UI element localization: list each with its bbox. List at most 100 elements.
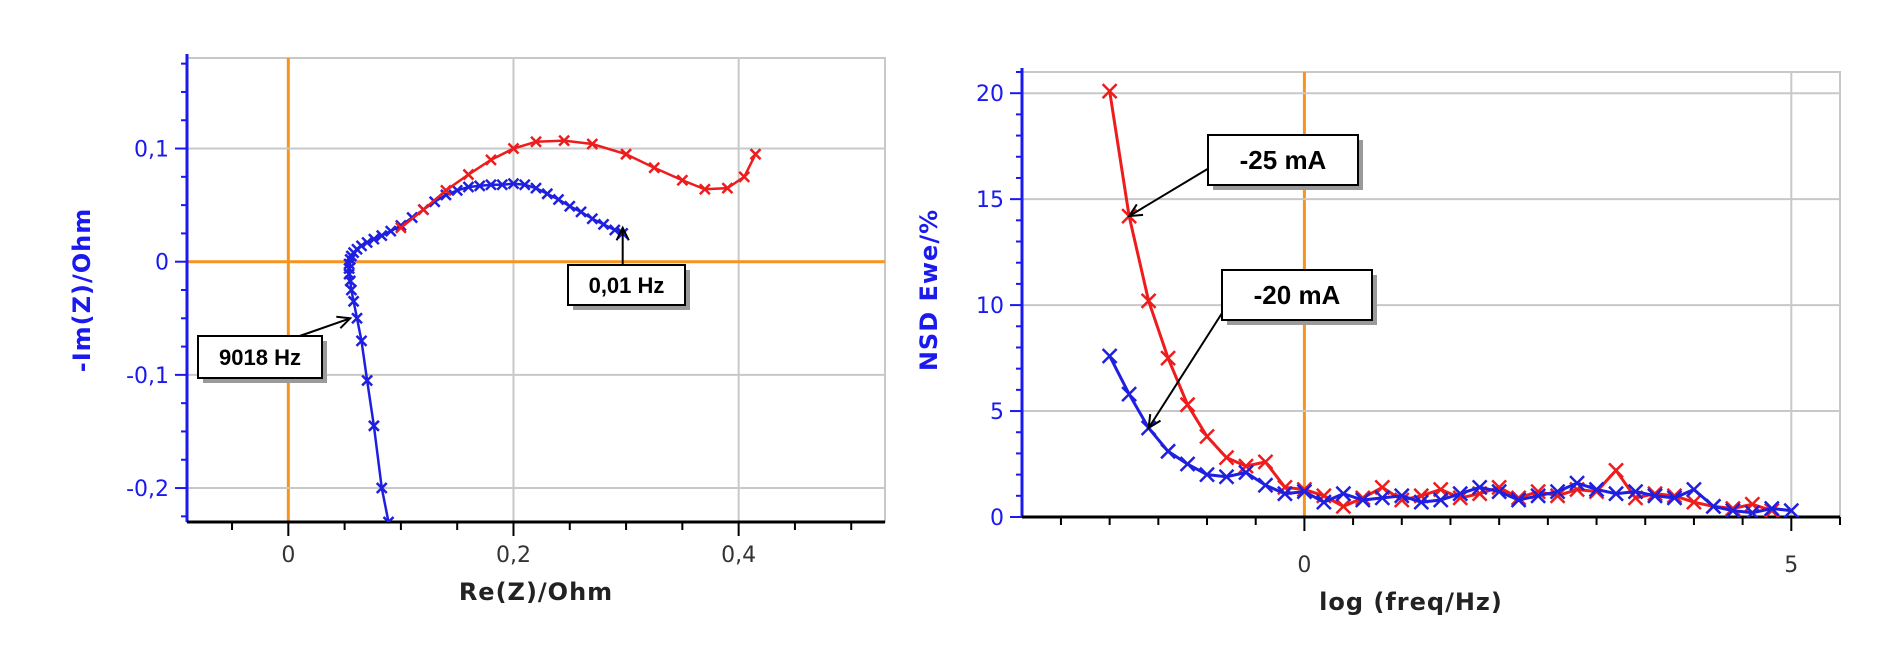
chart-1-series-1-point [361, 236, 374, 249]
chart-1-series-1-point [355, 335, 368, 347]
chart-2-series-1 [1101, 83, 1780, 517]
chart-1-series-1-point [345, 284, 358, 296]
chart-2-series-2-point [1452, 485, 1469, 502]
chart-2-series-2-point [1257, 477, 1274, 494]
chart-1-series-1-point [586, 212, 599, 225]
chart-1-callout-box [197, 335, 323, 379]
chart-2-callout-label: -20 mA [1254, 280, 1341, 310]
chart-2-callout-box [1221, 269, 1373, 321]
chart-1-series-1-point [575, 206, 587, 218]
chart-2-plot-frame [1021, 71, 1841, 518]
chart-2-series-2-point [1296, 483, 1313, 500]
chart-2-series-2-point [1393, 487, 1410, 504]
chart-2-series-1-point [1666, 487, 1683, 504]
chart-1-series-1-point [367, 419, 380, 432]
chart-2-series-2-point [1277, 485, 1293, 502]
chart-1-series-2-point [417, 203, 430, 216]
chart-2-series-2-point [1569, 475, 1585, 491]
chart-1-x-tick-label: 0 [281, 543, 295, 568]
chart-1-series-2-point [648, 161, 661, 174]
chart-1-series-1-point [518, 178, 531, 191]
chart-2-series-1-point [1686, 494, 1702, 511]
chart-1-y-tick-label: -0,2 [126, 477, 169, 502]
chart-2-callout-arrowhead [1147, 413, 1162, 430]
chart-2-series-2-point [1686, 481, 1702, 498]
chart-1-series-2-point [507, 142, 520, 155]
chart-2-series-1-point [1179, 396, 1196, 413]
chart-1-y-axis-title: -Im(Z)/Ohm [68, 208, 96, 373]
chart-2-series-2-point [1491, 483, 1508, 500]
chart-2-series-1-point [1608, 462, 1624, 479]
chart-1-callout-arrow [299, 317, 351, 337]
chart-1-series-2-point [738, 170, 751, 183]
chart-1-series-2-point [749, 148, 762, 161]
chart-2-series-2-point [1783, 502, 1800, 517]
chart-1-series-1-point [530, 182, 542, 195]
chart-2-series-1-point [1199, 428, 1215, 445]
chart-2-series-1-point [1101, 83, 1118, 99]
chart-1-series-1-point [375, 482, 388, 494]
chart-1-callout-arrowhead [336, 315, 353, 329]
chart-2-series-2-point [1335, 485, 1352, 502]
chart-1-series-1-point [552, 193, 565, 206]
chart-2-series-2 [1101, 348, 1800, 517]
chart-1-series-1-point [351, 312, 363, 325]
chart-1-series-1-point [355, 239, 368, 252]
chart-2-y-axis-title: NSD Ewe/% [915, 209, 943, 371]
chart-2-series-2-point [1588, 481, 1605, 498]
chart-2-series-1-point [1763, 502, 1780, 517]
chart-2-x-axis-title: log (freq/Hz) [1319, 588, 1503, 616]
chart-2-series-1-point [1218, 449, 1235, 466]
chart-2-series-1-point [1160, 350, 1176, 366]
chart-2-series-2-point [1666, 490, 1683, 506]
chart-1-series-1-point [343, 262, 356, 275]
chart-2-series-2-point [1530, 487, 1547, 504]
chart-1-y-tick-label: -0,1 [126, 364, 169, 389]
chart-2-series-2-point [1724, 502, 1741, 517]
chart-1-series-1-point [473, 179, 486, 192]
chart-1-y-tick-label: 0,1 [134, 138, 169, 163]
chart-2-y-tick-label: 15 [976, 188, 1004, 213]
chart-2-series-2-point [1199, 466, 1215, 483]
chart-1-callout-label: 0,01 Hz [589, 273, 665, 298]
chart-1-series-1-point [462, 181, 475, 193]
chart-1-y-tick-label: 0 [155, 251, 169, 276]
chart-1-series-2-point [530, 135, 542, 148]
chart-1-callout-arrowhead [615, 225, 630, 241]
chart-2-callout-arrowhead [1127, 203, 1144, 218]
chart-1-series-2-point [462, 168, 475, 181]
chart-1-series-2-point [721, 182, 734, 195]
chart-2-series-2-point [1705, 498, 1722, 515]
chart-2-series-2-line [1108, 355, 1792, 515]
chart-2-series-1-point [1354, 490, 1371, 506]
chart-1-series-1-point [347, 295, 360, 308]
chart-1-plot-frame [186, 57, 886, 523]
chart-1-series-2-point [586, 138, 599, 150]
chart-1-callout-label: 9018 Hz [219, 345, 301, 370]
chart-2-series-2-point [1101, 348, 1118, 364]
chart-2-series-2-point [1413, 494, 1430, 511]
chart-2-series-2-point [1608, 485, 1624, 502]
chart-2-series-2-point [1763, 500, 1780, 517]
chart-2-series-2-point [1471, 479, 1488, 496]
chart-1-series-1-point [361, 374, 374, 387]
chart-1-series-1-point [597, 218, 610, 231]
chart-1-series-2-line [400, 139, 757, 229]
chart-2-series-1-point [1238, 458, 1254, 475]
chart-2-series-2-point [1315, 494, 1332, 511]
chart-1-series-2-point [620, 148, 632, 161]
chart-2-series-1-point [1647, 485, 1663, 502]
chart-2-series-2-point [1549, 483, 1566, 500]
chart-2-series-2-point [1160, 443, 1176, 460]
chart-1-x-tick-label: 0,2 [496, 543, 531, 568]
chart-2-x-tick-label: 0 [1297, 553, 1311, 578]
chart-1-series-1-point [382, 516, 395, 522]
chart-1-series-2 [395, 134, 762, 234]
chart-1-series-2-point [440, 184, 452, 197]
chart-1-series-1-point [395, 219, 407, 232]
chart-2-series-2-point [1218, 468, 1235, 485]
chart-2-series-2-point [1510, 492, 1527, 508]
chart-2-y-tick-label: 20 [976, 82, 1004, 107]
